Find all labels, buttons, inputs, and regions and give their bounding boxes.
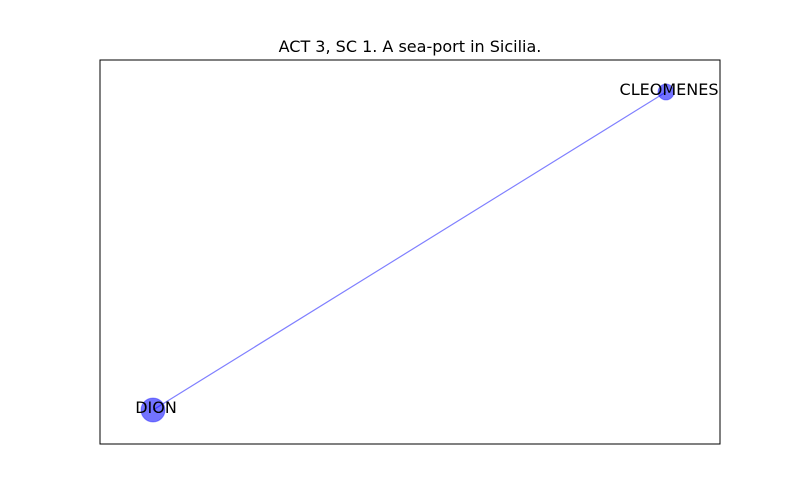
diagram-title: ACT 3, SC 1. A sea-port in Sicilia. xyxy=(279,37,542,56)
plot-frame xyxy=(99,59,721,445)
node-label-cleomenes: CLEOMENES xyxy=(620,80,719,99)
edges-layer xyxy=(152,91,667,411)
node-dion xyxy=(140,397,166,423)
labels-layer: DION CLEOMENES xyxy=(135,80,718,417)
edge-dion-cleomenes xyxy=(152,91,667,411)
node-label-dion: DION xyxy=(135,398,177,417)
nodes-layer xyxy=(140,83,675,423)
node-cleomenes xyxy=(657,83,675,101)
